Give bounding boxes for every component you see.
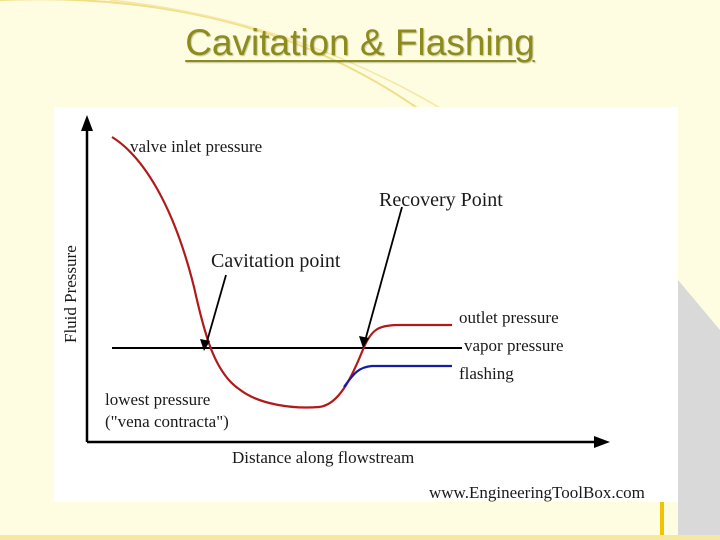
- pressure-curve: [111, 136, 452, 409]
- y-axis-label: Fluid Pressure: [61, 245, 80, 343]
- recovery-point-label: Recovery Point: [379, 189, 503, 211]
- valve-inlet-pressure-label: valve inlet pressure: [130, 137, 263, 156]
- cavitation-point-arrow: [205, 274, 227, 346]
- slide-title: Cavitation & Flashing: [185, 22, 535, 63]
- diagram-graphics: [81, 115, 610, 448]
- flashing-label: flashing: [459, 364, 514, 383]
- recovery-point-arrowhead: [359, 336, 369, 348]
- lowest-pressure-label: lowest pressure: [105, 390, 211, 409]
- cavitation-diagram: Fluid Pressure valve inlet pressure Reco…: [54, 107, 678, 502]
- x-axis-label: Distance along flowstream: [232, 448, 415, 467]
- watermark-text: www.EngineeringToolBox.com: [429, 483, 645, 502]
- cavitation-point-label: Cavitation point: [211, 250, 341, 272]
- vena-contracta-label: ("vena contracta"): [105, 412, 229, 431]
- vapor-pressure-label: vapor pressure: [464, 336, 564, 355]
- recovery-point-arrow: [364, 206, 403, 342]
- flashing-curve: [343, 364, 452, 388]
- cavitation-point-arrowhead: [200, 339, 210, 351]
- y-axis-arrowhead: [81, 115, 93, 131]
- outlet-pressure-label: outlet pressure: [459, 308, 559, 327]
- x-axis-arrowhead: [594, 436, 610, 448]
